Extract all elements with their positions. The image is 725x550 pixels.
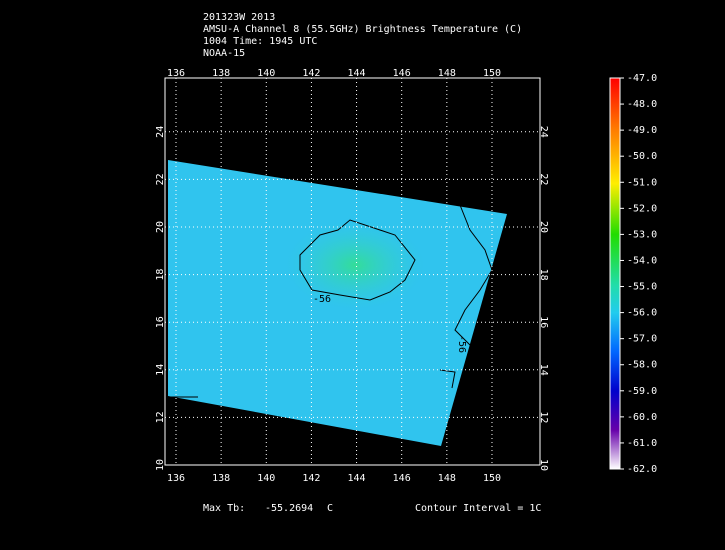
- lon-label: 136: [167, 473, 185, 484]
- warm-area: [285, 220, 425, 310]
- lon-label: 146: [393, 473, 411, 484]
- lat-label: 16: [155, 316, 166, 328]
- lon-label: 138: [212, 68, 230, 79]
- lon-label: 150: [483, 68, 501, 79]
- colorbar-label: -59.0: [627, 386, 657, 397]
- title-line: 201323W 2013: [203, 12, 275, 23]
- lon-label: 144: [348, 473, 366, 484]
- lat-label: 24: [538, 126, 549, 138]
- lon-label: 148: [438, 68, 456, 79]
- colorbar-label: -50.0: [627, 151, 657, 162]
- lon-label: 148: [438, 473, 456, 484]
- lat-label: 18: [538, 269, 549, 281]
- lat-label: 12: [155, 411, 166, 423]
- colorbar-label: -47.0: [627, 73, 657, 84]
- lat-label: 22: [538, 173, 549, 185]
- lat-label: 24: [155, 126, 166, 138]
- lon-label: 136: [167, 68, 185, 79]
- lat-label: 16: [538, 316, 549, 328]
- lat-label: 14: [538, 364, 549, 376]
- colorbar-label: -55.0: [627, 282, 657, 293]
- colorbar-label: -57.0: [627, 334, 657, 345]
- lat-label: 10: [155, 459, 166, 471]
- colorbar-label: -49.0: [627, 125, 657, 136]
- lon-label: 142: [302, 68, 320, 79]
- lon-label: 138: [212, 473, 230, 484]
- lon-label: 140: [257, 473, 275, 484]
- contour-interval: Contour Interval = 1C: [415, 503, 541, 514]
- title-line: AMSU-A Channel 8 (55.5GHz) Brightness Te…: [203, 24, 522, 35]
- lon-label: 144: [348, 68, 366, 79]
- contour-label: -56: [313, 294, 331, 305]
- contour-line: [299, 219, 416, 301]
- lon-label: 150: [483, 473, 501, 484]
- colorbar-label: -51.0: [627, 177, 657, 188]
- lat-label: 12: [538, 411, 549, 423]
- lat-label: 14: [155, 364, 166, 376]
- colorbar-label: -54.0: [627, 255, 657, 266]
- lat-label: 20: [155, 221, 166, 233]
- max-unit: C: [327, 503, 333, 514]
- colorbar-label: -62.0: [627, 464, 657, 475]
- contour-line: [454, 204, 493, 346]
- colorbar: [609, 77, 621, 470]
- title-line: 1004 Time: 1945 UTC: [203, 36, 317, 47]
- map-frame: [164, 77, 541, 466]
- lat-label: 20: [538, 221, 549, 233]
- colorbar-label: -60.0: [627, 412, 657, 423]
- lon-label: 146: [393, 68, 411, 79]
- max-label: Max Tb:: [203, 503, 245, 514]
- colorbar-label: -56.0: [627, 308, 657, 319]
- lat-label: 10: [538, 459, 549, 471]
- title-line: NOAA-15: [203, 48, 245, 59]
- contour-line: [439, 369, 456, 389]
- colorbar-label: -53.0: [627, 229, 657, 240]
- contour-label: -56: [456, 335, 467, 353]
- colorbar-label: -61.0: [627, 438, 657, 449]
- max-value: -55.2694: [265, 503, 313, 514]
- colorbar-label: -58.0: [627, 360, 657, 371]
- lon-label: 140: [257, 68, 275, 79]
- colorbar-label: -48.0: [627, 99, 657, 110]
- colorbar-label: -52.0: [627, 203, 657, 214]
- lon-label: 142: [302, 473, 320, 484]
- lat-label: 22: [155, 173, 166, 185]
- lat-label: 18: [155, 269, 166, 281]
